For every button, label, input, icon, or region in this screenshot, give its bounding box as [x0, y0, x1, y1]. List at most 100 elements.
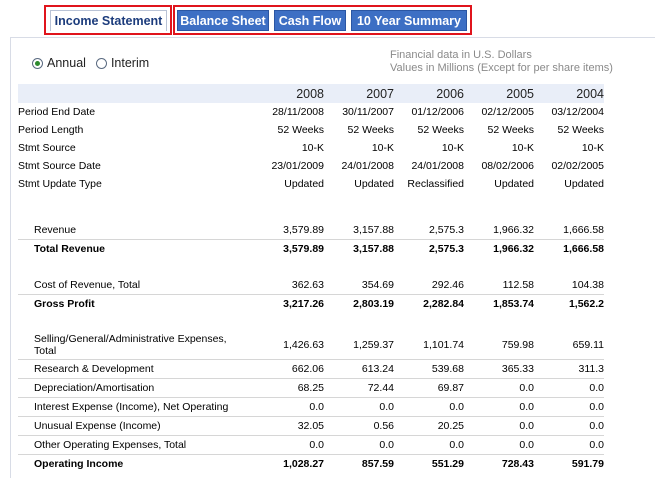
tab-income-statement[interactable]: Income Statement — [50, 10, 167, 31]
line-item-row: Selling/General/Administrative Expenses,… — [18, 331, 604, 360]
line-item-row: Interest Expense (Income), Net Operating… — [18, 397, 604, 417]
year-header: 2006 — [394, 84, 464, 103]
meta-value: 52 Weeks — [347, 124, 395, 136]
spacer-row — [18, 258, 604, 276]
year-header: 2004 — [534, 84, 604, 103]
annual-label: Annual — [47, 56, 86, 70]
year-header: 2007 — [324, 84, 394, 103]
meta-value: 10-K — [581, 142, 604, 154]
tab-cash-flow[interactable]: Cash Flow — [274, 10, 346, 31]
meta-value: 10-K — [371, 142, 394, 154]
spacer-row — [18, 193, 604, 221]
tab-balance-sheet[interactable]: Balance Sheet — [177, 10, 269, 31]
meta-value: Updated — [284, 178, 324, 190]
meta-value: 24/01/2008 — [411, 160, 464, 172]
meta-value: 01/12/2006 — [411, 106, 464, 118]
line-item-value: 1,966.32 — [464, 221, 534, 240]
meta-label: Stmt Source — [18, 142, 76, 154]
line-item-value: 3,157.88 — [324, 221, 394, 240]
total-row: Gross Profit 3,217.26 2,803.19 2,282.84 1,85… — [18, 294, 604, 313]
line-item-value: 0.0 — [324, 435, 394, 455]
line-item-value: 0.0 — [534, 397, 604, 417]
units-note: Values in Millions (Except for per share… — [390, 62, 613, 74]
line-item-label: Gross Profit — [18, 294, 244, 313]
income-statement-table: 2008 2007 2006 2005 2004 Period End Date 28/11… — [18, 84, 604, 473]
line-item-label: Interest Expense (Income), Net Operating — [18, 397, 244, 417]
line-item-value: 0.0 — [534, 416, 604, 436]
line-item-value: 0.0 — [464, 397, 534, 417]
line-item-label: Selling/General/Administrative Expenses,… — [18, 331, 244, 360]
line-item-value: 365.33 — [464, 359, 534, 379]
spacer-cell — [18, 313, 604, 331]
line-item-value: 1,853.74 — [464, 294, 534, 313]
line-item-value: 3,579.89 — [244, 239, 324, 258]
line-item-value: 1,562.2 — [534, 294, 604, 313]
meta-label: Period End Date — [18, 106, 96, 118]
line-item-row: Research & Development 662.06 613.24 539.68… — [18, 359, 604, 379]
meta-value: Updated — [354, 178, 394, 190]
line-item-label: Unusual Expense (Income) — [18, 416, 244, 436]
line-item-value: 20.25 — [394, 416, 464, 436]
interim-option[interactable]: Interim — [95, 56, 149, 70]
meta-row: Period Length 52 Weeks 52 Weeks 52 Weeks 52 … — [18, 121, 604, 139]
line-item-value: 68.25 — [244, 378, 324, 398]
line-item-value: 659.11 — [534, 331, 604, 360]
line-item-value: 1,259.37 — [324, 331, 394, 360]
meta-value: 28/11/2008 — [272, 106, 324, 118]
line-item-label: Operating Income — [18, 454, 244, 473]
line-item-label: Other Operating Expenses, Total — [18, 435, 244, 455]
period-selector: Annual Interim — [32, 56, 159, 70]
total-row: Operating Income 1,028.27 857.59 551.29 728.… — [18, 454, 604, 473]
meta-value: 24/01/2008 — [341, 160, 394, 172]
line-item-value: 1,666.58 — [534, 221, 604, 240]
meta-value: Updated — [494, 178, 534, 190]
meta-value: 03/12/2004 — [551, 106, 604, 118]
meta-value: 30/11/2007 — [342, 106, 394, 118]
meta-value: Updated — [564, 178, 604, 190]
meta-row: Period End Date 28/11/2008 30/11/2007 01/12… — [18, 103, 604, 121]
line-item-value: 759.98 — [464, 331, 534, 360]
line-item-value: 1,028.27 — [244, 454, 324, 473]
meta-value: 10-K — [441, 142, 464, 154]
currency-note: Financial data in U.S. Dollars — [390, 49, 532, 61]
line-item-value: 292.46 — [394, 276, 464, 295]
interim-radio[interactable] — [95, 57, 107, 69]
year-header: 2008 — [244, 84, 324, 103]
line-item-value: 72.44 — [324, 378, 394, 398]
tab-10-year-summary[interactable]: 10 Year Summary — [351, 10, 467, 31]
spacer-cell — [18, 258, 604, 276]
meta-row: Stmt Source Date 23/01/2009 24/01/2008 24/0… — [18, 157, 604, 175]
line-item-value: 104.38 — [534, 276, 604, 295]
line-item-value: 0.0 — [464, 416, 534, 436]
line-item-row: Unusual Expense (Income) 32.05 0.56 20.25 0.… — [18, 416, 604, 436]
line-item-value: 0.0 — [534, 435, 604, 455]
line-item-value: 112.58 — [464, 276, 534, 295]
annual-radio[interactable] — [32, 57, 43, 69]
line-item-row: Revenue 3,579.89 3,157.88 2,575.3 1,966.32 1,… — [18, 221, 604, 240]
line-item-value: 591.79 — [534, 454, 604, 473]
line-item-value: 1,101.74 — [394, 331, 464, 360]
meta-value: 52 Weeks — [277, 124, 325, 136]
line-item-value: 2,803.19 — [324, 294, 394, 313]
line-item-value: 362.63 — [244, 276, 324, 295]
line-item-value: 1,426.63 — [244, 331, 324, 360]
content-panel — [10, 37, 655, 478]
meta-value: 10-K — [301, 142, 324, 154]
line-item-value: 539.68 — [394, 359, 464, 379]
meta-label: Stmt Source Date — [18, 160, 101, 172]
line-item-value: 728.43 — [464, 454, 534, 473]
meta-value: Reclassified — [407, 178, 464, 190]
line-item-value: 613.24 — [324, 359, 394, 379]
annual-option[interactable]: Annual — [32, 56, 86, 70]
line-item-value: 3,217.26 — [244, 294, 324, 313]
meta-row: Stmt Source 10-K 10-K 10-K 10-K 10-K — [18, 139, 604, 157]
line-item-value: 69.87 — [394, 378, 464, 398]
line-item-value: 2,282.84 — [394, 294, 464, 313]
line-item-value: 0.0 — [244, 435, 324, 455]
line-item-label: Total Revenue — [18, 239, 244, 258]
line-item-label: Cost of Revenue, Total — [18, 276, 244, 295]
line-item-value: 3,157.88 — [324, 239, 394, 258]
line-item-value: 354.69 — [324, 276, 394, 295]
line-item-row: Depreciation/Amortisation 68.25 72.44 69.87… — [18, 378, 604, 398]
tab-bar: Income Statement Balance Sheet Cash Flow… — [0, 0, 657, 40]
